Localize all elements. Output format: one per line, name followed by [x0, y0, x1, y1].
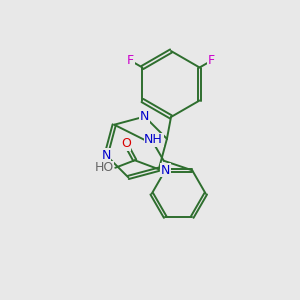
Text: O: O	[121, 137, 131, 150]
Text: N: N	[140, 110, 149, 123]
Text: N: N	[101, 149, 111, 162]
Text: NH: NH	[144, 133, 163, 146]
Text: F: F	[208, 54, 215, 67]
Text: N: N	[160, 164, 170, 177]
Text: HO: HO	[94, 161, 114, 174]
Text: F: F	[127, 54, 134, 67]
